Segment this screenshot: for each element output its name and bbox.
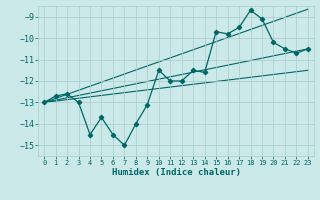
X-axis label: Humidex (Indice chaleur): Humidex (Indice chaleur) xyxy=(111,168,241,177)
